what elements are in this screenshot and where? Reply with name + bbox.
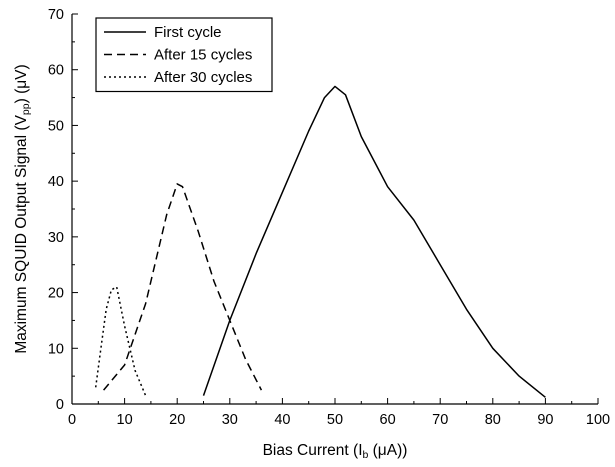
x-tick-label: 60 bbox=[380, 412, 396, 428]
y-tick-label: 70 bbox=[48, 7, 64, 23]
y-tick-label: 40 bbox=[48, 174, 64, 190]
series-line-1 bbox=[202, 85, 546, 398]
series-line-3 bbox=[94, 286, 147, 396]
series-layer bbox=[94, 85, 546, 398]
y-tick-label: 30 bbox=[48, 230, 64, 246]
x-tick-label: 80 bbox=[485, 412, 501, 428]
x-tick-label: 20 bbox=[169, 412, 185, 428]
x-tick-label: 40 bbox=[274, 412, 290, 428]
legend-label-1: First cycle bbox=[154, 24, 222, 41]
y-tick-label: 50 bbox=[48, 118, 64, 134]
y-tick-label: 20 bbox=[48, 286, 64, 302]
legend-label-3: After 30 cycles bbox=[154, 69, 252, 86]
legend-label-2: After 15 cycles bbox=[154, 47, 252, 64]
y-tick-label: 10 bbox=[48, 341, 64, 357]
x-tick-label: 30 bbox=[222, 412, 238, 428]
x-tick-label: 0 bbox=[68, 412, 76, 428]
y-tick-label: 60 bbox=[48, 63, 64, 79]
legend: First cycle After 15 cycles After 30 cycle… bbox=[95, 17, 273, 93]
y-tick-label: 0 bbox=[56, 397, 64, 413]
axes: 0 10 20 30 40 50 60 70 80 90 100 0 10 20 30 40 50 60 70 bbox=[48, 7, 610, 428]
x-tick-label: 90 bbox=[537, 412, 553, 428]
legend-box bbox=[95, 17, 273, 93]
x-tick-label: 50 bbox=[327, 412, 343, 428]
x-tick-label: 10 bbox=[117, 412, 133, 428]
y-axis-title: Maximum SQUID Output Signal (Vpp) (μV) bbox=[13, 64, 32, 353]
x-tick-label: 70 bbox=[432, 412, 448, 428]
x-tick-label: 100 bbox=[586, 412, 610, 428]
series-line-2 bbox=[103, 183, 263, 391]
x-axis-title: Bias Current (Ib (μA)) bbox=[263, 442, 408, 461]
